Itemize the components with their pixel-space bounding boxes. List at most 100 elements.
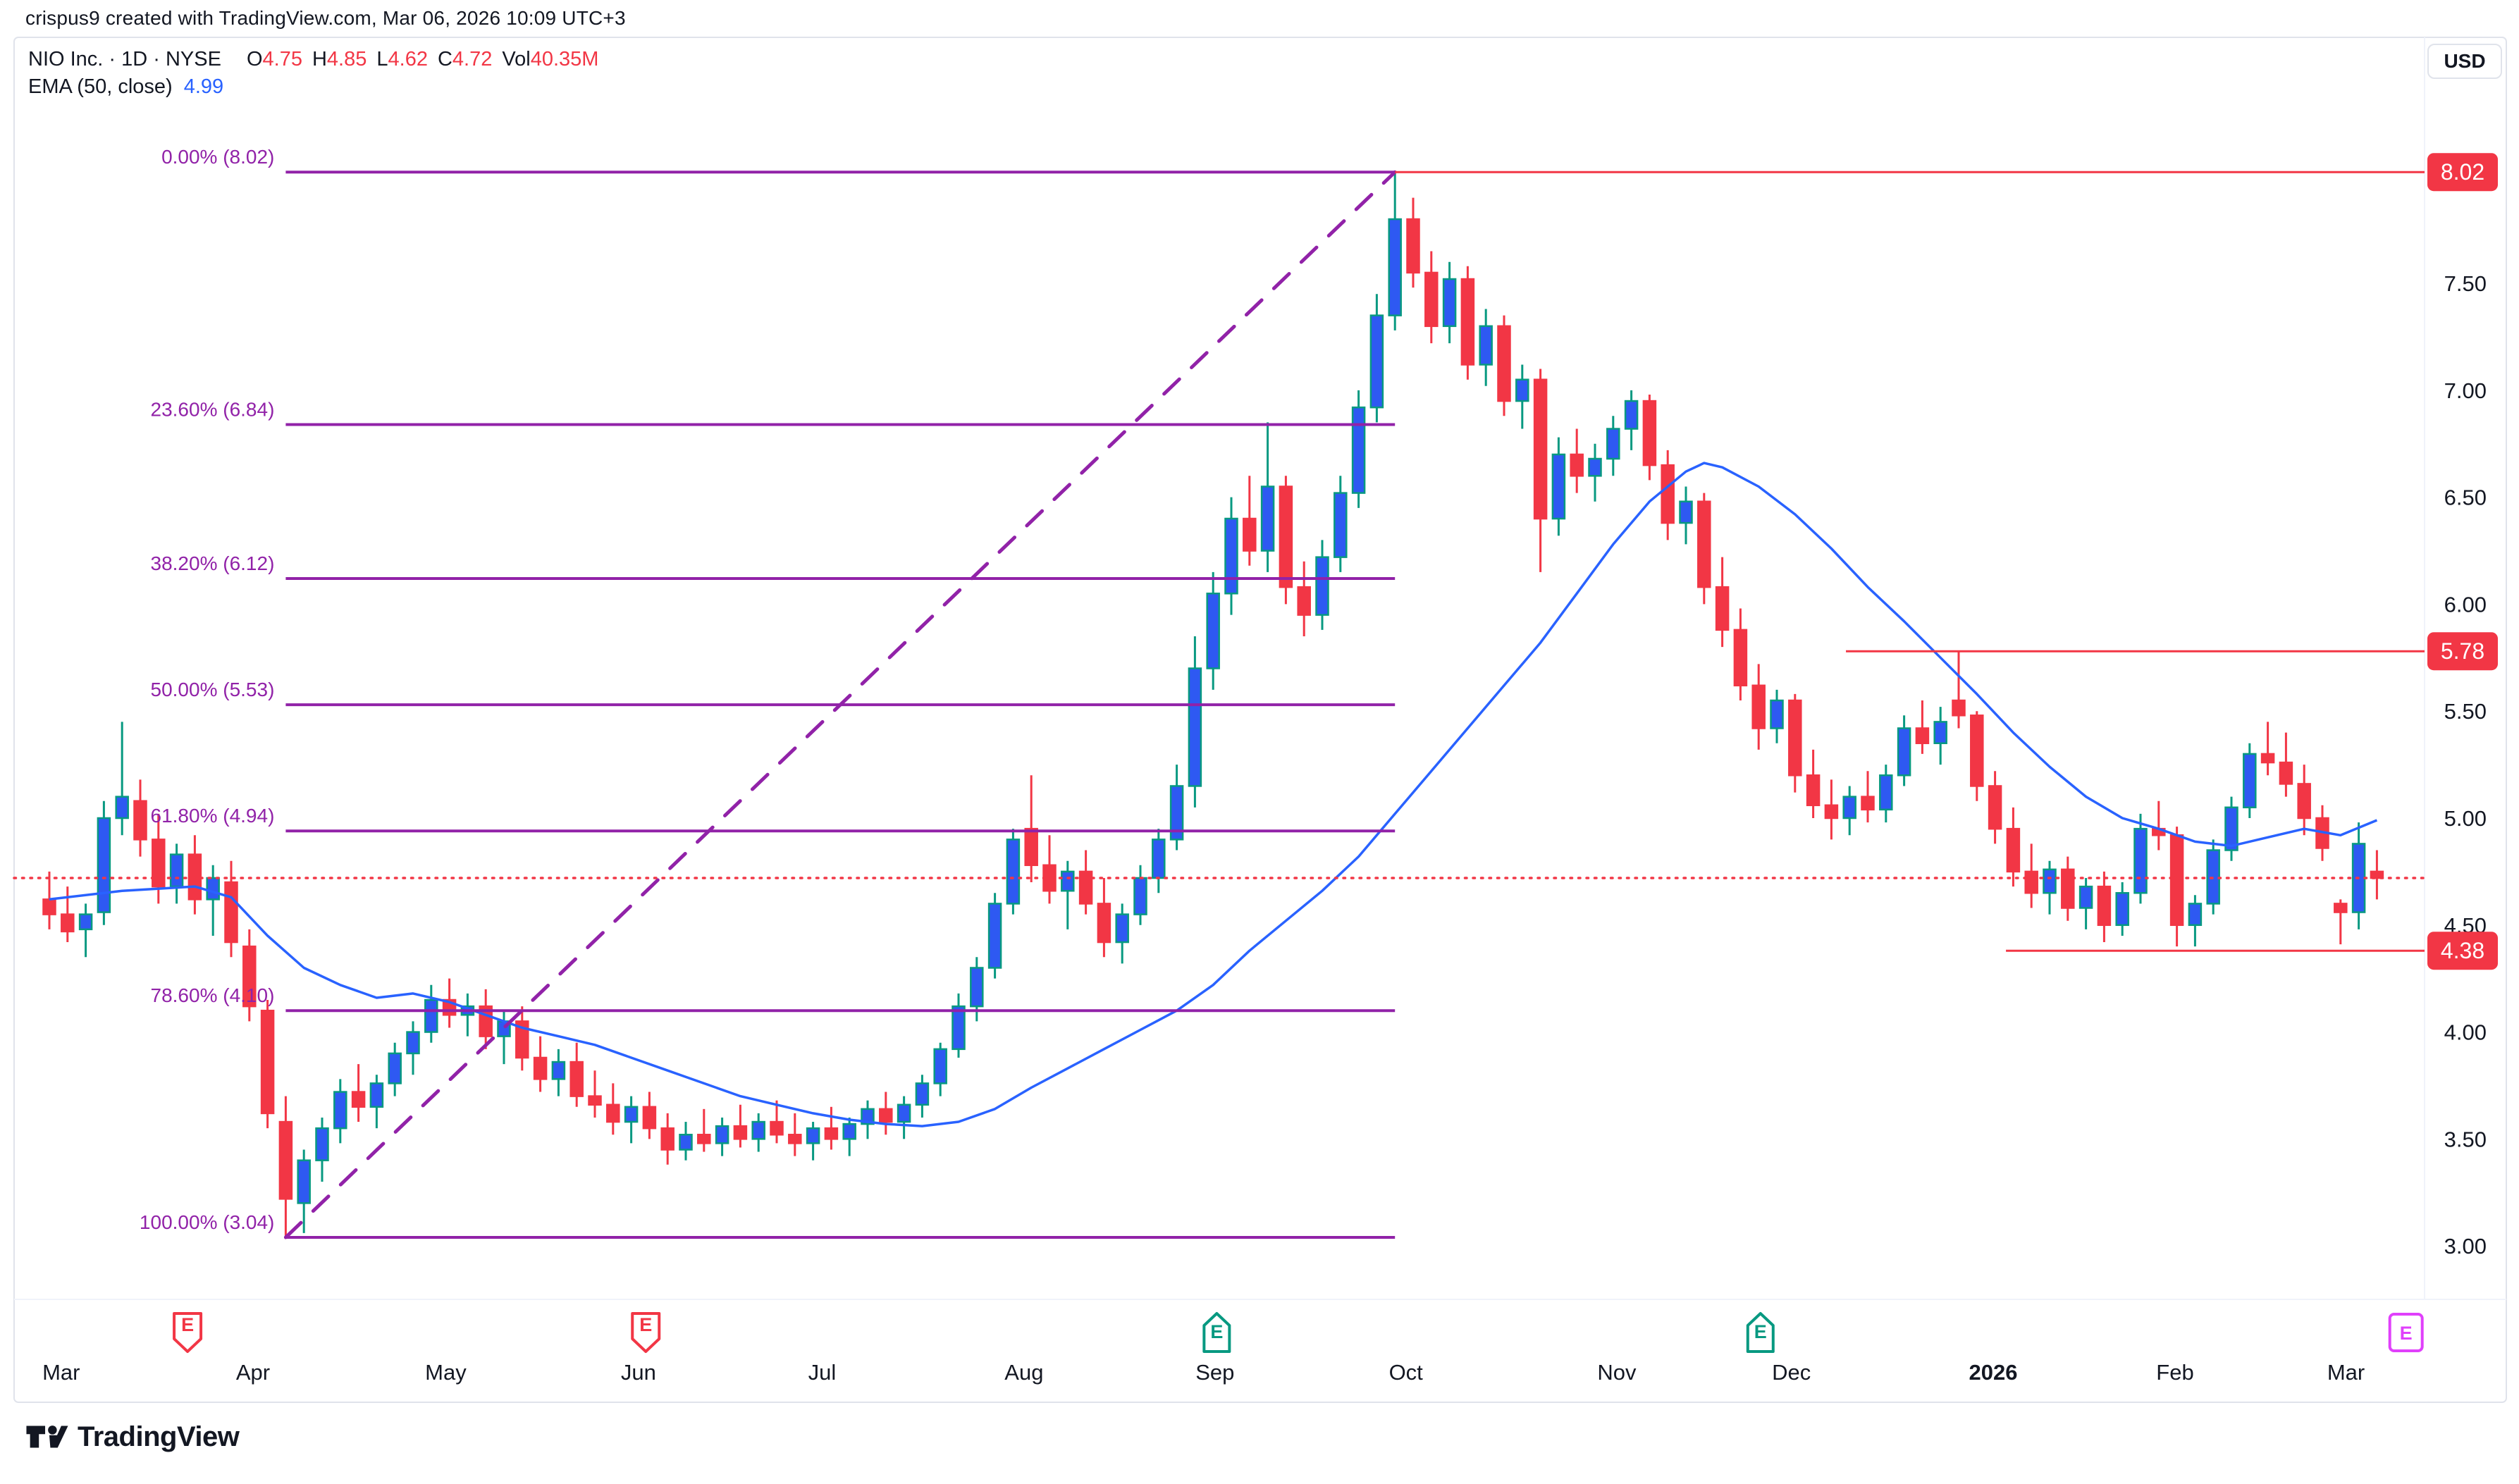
candle (388, 1042, 402, 1096)
volume-value: 40.35M (530, 48, 599, 70)
candle (1770, 689, 1784, 743)
earnings-icon[interactable]: E (1202, 1312, 1231, 1353)
candle (1097, 877, 1111, 958)
candle (1661, 450, 1675, 540)
candle (2279, 732, 2293, 797)
candle (2206, 839, 2220, 915)
candle (1351, 390, 1366, 508)
ema-legend-row[interactable]: EMA (50, close) 4.99 (28, 74, 598, 99)
candle (78, 903, 93, 958)
candle (297, 1149, 311, 1233)
earnings-icon[interactable]: E (631, 1312, 661, 1353)
close-label: C (437, 48, 452, 70)
candle (42, 871, 56, 929)
candle (1188, 636, 1202, 808)
month-label: Nov (1597, 1360, 1637, 1385)
candles (42, 172, 2384, 1237)
candle (951, 993, 966, 1058)
candle (169, 843, 184, 904)
candle (1824, 779, 1839, 840)
ema-value: 4.99 (183, 75, 224, 98)
candle (2188, 895, 2203, 947)
price-tick-label: 3.50 (2444, 1127, 2487, 1151)
candle (2370, 850, 2384, 900)
candle (1588, 443, 1602, 502)
attribution-text: crispus9 created with TradingView.com, M… (25, 7, 626, 29)
candle (1460, 266, 1475, 380)
candle (861, 1100, 875, 1139)
month-label: Aug (1004, 1360, 1043, 1385)
month-label: Oct (1389, 1360, 1424, 1385)
candle (1497, 315, 1511, 416)
earnings-icon[interactable]: E (1746, 1312, 1775, 1353)
candle (1515, 364, 1529, 429)
tradingview-logo-icon (26, 1426, 68, 1448)
candle (642, 1092, 657, 1139)
time-axis: Mar Apr May Jun Jul Aug Sep Oct Nov Dec 2026 Feb Mar… (42, 1312, 2424, 1385)
candle (1970, 711, 1984, 801)
candle (2243, 743, 2257, 818)
price-tick-label: 6.50 (2444, 486, 2487, 510)
candle (933, 1042, 947, 1096)
earnings-icon[interactable]: E (2388, 1313, 2424, 1352)
svg-text:5.78: 5.78 (2441, 638, 2484, 664)
candle (551, 1049, 566, 1096)
candle (1315, 540, 1329, 630)
month-label: Dec (1772, 1360, 1811, 1385)
candle (915, 1075, 930, 1118)
ema-line (49, 462, 2378, 1127)
earnings-icon[interactable]: E (173, 1312, 203, 1353)
candle (1152, 829, 1166, 894)
candle (679, 1122, 693, 1161)
open-label: O (246, 48, 263, 70)
currency-chip[interactable]: USD (2427, 44, 2502, 79)
open-value: 4.75 (262, 48, 302, 70)
high-label: H (312, 48, 327, 70)
candle (224, 860, 238, 958)
candle (987, 893, 1002, 979)
fib-level-label: 100.00% (3.04) (140, 1211, 274, 1233)
candle (1642, 394, 1657, 481)
candle (1334, 476, 1348, 572)
candle (1297, 561, 1311, 636)
candle (1024, 775, 1038, 883)
candle (1206, 571, 1220, 690)
candle (2061, 856, 2075, 921)
candle (1697, 493, 1711, 605)
candle (1570, 428, 1584, 493)
candle (1078, 850, 1093, 915)
candle (1115, 903, 1129, 964)
candle (1006, 829, 1021, 915)
price-line-label: 4.38 (2427, 932, 2498, 970)
tradingview-logo[interactable]: TradingView (25, 1421, 240, 1453)
candle (424, 984, 438, 1043)
month-label: Feb (2156, 1360, 2193, 1385)
candle (2006, 807, 2021, 887)
fib-level-label: 50.00% (5.53) (151, 679, 275, 700)
candle (1715, 557, 1730, 648)
candle (1243, 476, 1257, 566)
candle (152, 813, 166, 904)
tradingview-logo-text: TradingView (78, 1421, 240, 1452)
candle (315, 1117, 329, 1182)
candle (1388, 172, 1402, 330)
candle (1042, 835, 1057, 904)
svg-text:E: E (1754, 1321, 1767, 1342)
candle (2334, 899, 2348, 945)
chart-legend: NIO Inc. · 1D · NYSE O4.75 H4.85 L4.62 C4.72… (28, 47, 598, 99)
fib-retracement: 0.00% (8.02) 23.60% (6.84) 38.20% (6.12) 50… (140, 146, 1397, 1239)
svg-text:4.38: 4.38 (2441, 938, 2484, 963)
symbol-ohlc-row[interactable]: NIO Inc. · 1D · NYSE O4.75 H4.85 L4.62 C4.72… (28, 47, 598, 72)
candle (788, 1113, 802, 1156)
candle (1733, 608, 1748, 701)
price-lines (13, 171, 2426, 952)
candle (2133, 813, 2148, 904)
candle (733, 1104, 748, 1148)
candle (1406, 197, 1420, 288)
candle (2260, 722, 2275, 776)
svg-text:E: E (639, 1314, 652, 1335)
volume-label: Vol (502, 48, 531, 70)
candle (606, 1083, 620, 1135)
